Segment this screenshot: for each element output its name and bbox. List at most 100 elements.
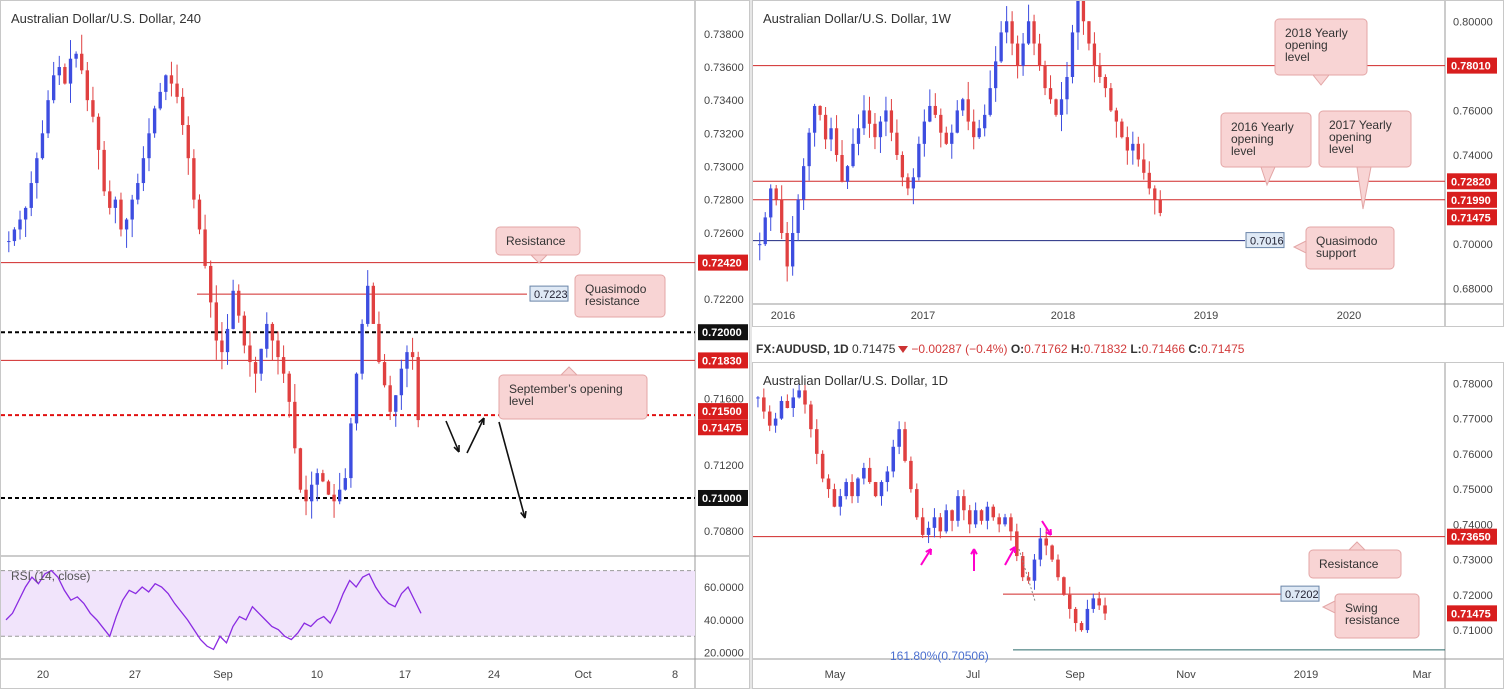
h4-y-tick: 0.72800 bbox=[704, 195, 744, 207]
candle-body bbox=[315, 473, 319, 485]
arrow-head bbox=[478, 417, 485, 426]
candle-body bbox=[803, 390, 807, 405]
arrow-head bbox=[925, 548, 932, 556]
candle-body bbox=[991, 506, 996, 518]
panel-divider[interactable] bbox=[750, 0, 752, 689]
candle-body bbox=[1153, 188, 1157, 200]
candle-body bbox=[410, 352, 415, 358]
h4-y-tick: 0.70800 bbox=[704, 526, 744, 538]
candle-body bbox=[1131, 143, 1135, 151]
h4-y-tick: 0.72200 bbox=[704, 294, 744, 306]
h4-chart-svg[interactable]: 0.73800 0.73600 0.73400 0.73200 0.73000 0.728… bbox=[1, 1, 750, 689]
candle-body bbox=[1092, 43, 1097, 66]
daily-y-tick: 0.74000 bbox=[1453, 519, 1493, 531]
rsi-y-tick: 60.0000 bbox=[704, 582, 744, 594]
h4-chart-title: Australian Dollar/U.S. Dollar, 240 bbox=[11, 11, 202, 26]
daily-chart-svg[interactable]: 0.78000 0.77000 0.76000 0.75000 0.74000 0.730… bbox=[753, 363, 1504, 689]
weekly-chart-panel[interactable]: 0.80000 0.76000 0.74000 0.70000 0.68000 2016 2… bbox=[752, 0, 1504, 327]
candle-body bbox=[873, 123, 877, 138]
quasimodo-support-callout: support bbox=[1316, 246, 1357, 260]
candle-body bbox=[820, 453, 825, 479]
high-value: 0.71832 bbox=[1083, 342, 1127, 356]
candle-body bbox=[944, 132, 948, 144]
symbol-label[interactable]: FX:AUDUSD, 1D bbox=[756, 342, 849, 356]
candle-body bbox=[856, 128, 861, 144]
candle-body bbox=[867, 110, 872, 124]
h4-x-tick: Sep bbox=[213, 669, 233, 681]
candle-body bbox=[338, 489, 342, 502]
arrow-head bbox=[453, 444, 460, 453]
weekly-chart-svg[interactable]: 0.80000 0.76000 0.74000 0.70000 0.68000 2016 2… bbox=[753, 1, 1504, 327]
candle-body bbox=[108, 191, 112, 208]
h4-price-label: 0.71830 bbox=[702, 355, 742, 367]
candle-body bbox=[1120, 121, 1124, 138]
candle-body bbox=[394, 395, 398, 412]
candle-body bbox=[1125, 137, 1129, 151]
candle-body bbox=[237, 290, 241, 316]
h4-price-label: 0.71000 bbox=[702, 493, 742, 505]
candle-body bbox=[1050, 545, 1054, 560]
h4-price-label: 0.71475 bbox=[702, 422, 742, 434]
h4-price-label-bg bbox=[698, 254, 748, 271]
candle-body bbox=[879, 482, 884, 497]
candle-body bbox=[85, 70, 89, 101]
candle-body bbox=[1097, 598, 1101, 606]
candle-body bbox=[12, 229, 17, 242]
h4-x-tick: 10 bbox=[311, 669, 323, 681]
candle-body bbox=[147, 133, 151, 159]
candle-body bbox=[1091, 598, 1096, 609]
candle-body bbox=[911, 177, 916, 189]
candle-body bbox=[779, 400, 784, 419]
yearly-2018-callout-pointer bbox=[1311, 74, 1331, 86]
candle-body bbox=[197, 199, 202, 230]
candle-body bbox=[826, 478, 831, 490]
h4-y-tick: 0.72600 bbox=[704, 228, 744, 240]
h4-y-tick: 0.71600 bbox=[704, 394, 744, 406]
yearly-2017-callout: level bbox=[1329, 142, 1354, 156]
h4-price-label-bg bbox=[698, 352, 748, 369]
candle-body bbox=[1109, 88, 1113, 111]
open-label: O: bbox=[1010, 342, 1025, 356]
projection-arrow bbox=[445, 420, 460, 453]
candle-body bbox=[270, 323, 275, 341]
weekly-price-label-bg bbox=[1447, 191, 1497, 208]
candle-body bbox=[253, 362, 258, 374]
daily-price-label: 0.71475 bbox=[1451, 608, 1491, 620]
quasimodo-support-callout: Quasimodo bbox=[1316, 234, 1378, 248]
candle-body bbox=[141, 158, 146, 184]
sept-open-callout: level bbox=[509, 394, 534, 408]
candle-body bbox=[985, 506, 990, 521]
h4-x-tick: 17 bbox=[399, 669, 411, 681]
candle-body bbox=[838, 496, 843, 507]
daily-y-tick: 0.76000 bbox=[1453, 449, 1493, 461]
candle-body bbox=[994, 61, 998, 89]
weekly-x-tick: 2016 bbox=[771, 310, 795, 322]
h4-x-tick: 27 bbox=[129, 669, 141, 681]
candle-body bbox=[68, 58, 73, 84]
candle-body bbox=[845, 166, 850, 182]
candle-body bbox=[293, 401, 297, 449]
candle-body bbox=[897, 429, 901, 447]
candle-body bbox=[774, 188, 778, 200]
weekly-x-tick: 2019 bbox=[1194, 310, 1218, 322]
candle-body bbox=[769, 188, 773, 218]
projection-arrow bbox=[466, 417, 485, 454]
candle-body bbox=[785, 233, 789, 267]
arrow-head bbox=[520, 510, 527, 519]
candle-body bbox=[399, 368, 404, 396]
h4-chart-panel[interactable]: 0.73800 0.73600 0.73400 0.73200 0.73000 0.728… bbox=[0, 0, 750, 689]
candle-body bbox=[1009, 517, 1013, 532]
candle-body bbox=[91, 100, 95, 117]
candle-body bbox=[850, 482, 854, 497]
h4-level-tag-bg bbox=[529, 285, 569, 302]
candle-body bbox=[74, 53, 78, 59]
candle-body bbox=[926, 527, 931, 535]
daily-y-tick: 0.72000 bbox=[1453, 590, 1493, 602]
candle-body bbox=[988, 88, 992, 115]
candle-body bbox=[906, 177, 910, 189]
candle-body bbox=[856, 478, 860, 497]
arrow-head bbox=[1009, 546, 1016, 554]
sept-open-callout-pointer bbox=[559, 366, 579, 376]
rsi-line bbox=[5, 569, 422, 651]
daily-chart-panel[interactable]: 0.78000 0.77000 0.76000 0.75000 0.74000 0.730… bbox=[752, 362, 1504, 689]
